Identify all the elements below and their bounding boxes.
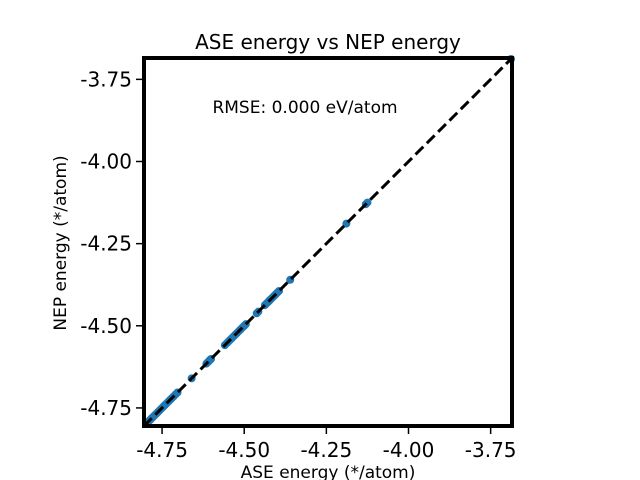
data-points bbox=[143, 54, 516, 427]
plot-frame bbox=[142, 56, 514, 428]
y-tick-label: -4.50 bbox=[80, 314, 132, 338]
x-tick-label: -4.50 bbox=[218, 438, 270, 462]
y-tick-label: -3.75 bbox=[80, 67, 132, 91]
y-axis: -4.75 -4.50 -4.25 -4.00 -3.75 bbox=[80, 67, 142, 420]
y-tick-label: -4.75 bbox=[80, 396, 132, 420]
chart-title: ASE energy vs NEP energy bbox=[195, 30, 461, 54]
x-axis: -4.75 -4.50 -4.25 -4.00 -3.75 bbox=[136, 428, 517, 462]
x-axis-label: ASE energy (*/atom) bbox=[241, 463, 416, 480]
x-tick-label: -4.75 bbox=[136, 438, 188, 462]
y-tick-label: -4.25 bbox=[80, 232, 132, 256]
y-axis-label: NEP energy (*/atom) bbox=[51, 155, 71, 330]
rmse-annotation: RMSE: 0.000 eV/atom bbox=[212, 98, 397, 118]
x-tick-label: -3.75 bbox=[465, 438, 517, 462]
x-tick-label: -4.00 bbox=[383, 438, 435, 462]
y-tick-label: -4.00 bbox=[80, 150, 132, 174]
reference-line bbox=[142, 56, 514, 428]
x-tick-label: -4.25 bbox=[300, 438, 352, 462]
